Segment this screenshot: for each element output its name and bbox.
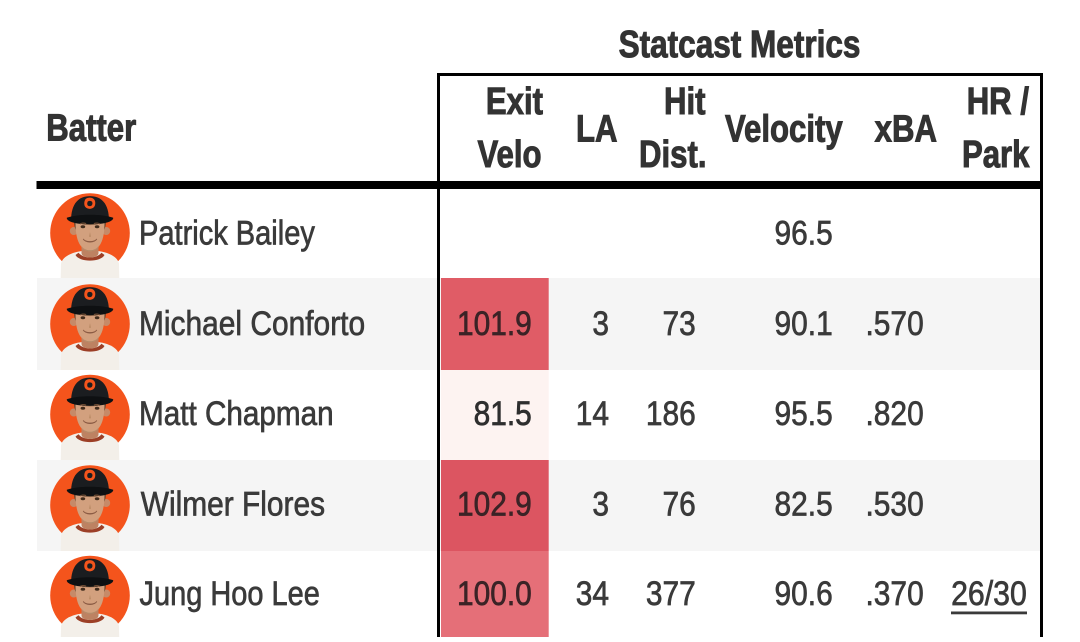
svg-text:95.5: 95.5: [774, 394, 832, 432]
svg-text:.530: .530: [865, 485, 923, 523]
svg-text:Michael Conforto: Michael Conforto: [139, 304, 365, 342]
svg-text:3: 3: [592, 485, 609, 523]
svg-text:HR /: HR /: [967, 81, 1030, 123]
svg-text:Hit: Hit: [664, 81, 706, 123]
svg-text:73: 73: [663, 304, 696, 342]
svg-text:377: 377: [646, 574, 696, 612]
svg-text:3: 3: [592, 304, 609, 342]
svg-text:LA: LA: [576, 109, 618, 151]
svg-text:Velo: Velo: [477, 134, 541, 176]
svg-text:26/30: 26/30: [951, 574, 1027, 612]
svg-text:Jung Hoo Lee: Jung Hoo Lee: [140, 574, 320, 613]
svg-text:100.0: 100.0: [457, 574, 532, 612]
svg-text:Velocity: Velocity: [725, 109, 843, 151]
svg-text:Park: Park: [962, 134, 1030, 176]
svg-text:76: 76: [663, 485, 696, 523]
svg-text:90.1: 90.1: [774, 304, 832, 342]
svg-text:186: 186: [646, 394, 696, 432]
svg-text:96.5: 96.5: [774, 214, 832, 252]
svg-text:Wilmer Flores: Wilmer Flores: [141, 485, 325, 523]
svg-text:Exit: Exit: [486, 81, 544, 123]
svg-text:90.6: 90.6: [774, 574, 832, 612]
svg-text:xBA: xBA: [875, 109, 937, 151]
svg-text:Batter: Batter: [46, 108, 136, 150]
svg-text:Dist.: Dist.: [639, 134, 707, 176]
svg-text:102.9: 102.9: [457, 485, 532, 523]
svg-text:.570: .570: [865, 304, 923, 342]
svg-text:81.5: 81.5: [474, 394, 532, 432]
svg-text:101.9: 101.9: [457, 304, 532, 342]
svg-text:14: 14: [576, 394, 609, 432]
svg-text:34: 34: [576, 574, 609, 612]
svg-text:Statcast Metrics: Statcast Metrics: [619, 23, 861, 65]
svg-text:.820: .820: [865, 394, 923, 432]
svg-text:82.5: 82.5: [774, 485, 832, 523]
svg-text:Matt Chapman: Matt Chapman: [139, 394, 334, 432]
svg-text:.370: .370: [865, 574, 923, 612]
svg-text:Patrick Bailey: Patrick Bailey: [139, 214, 315, 253]
